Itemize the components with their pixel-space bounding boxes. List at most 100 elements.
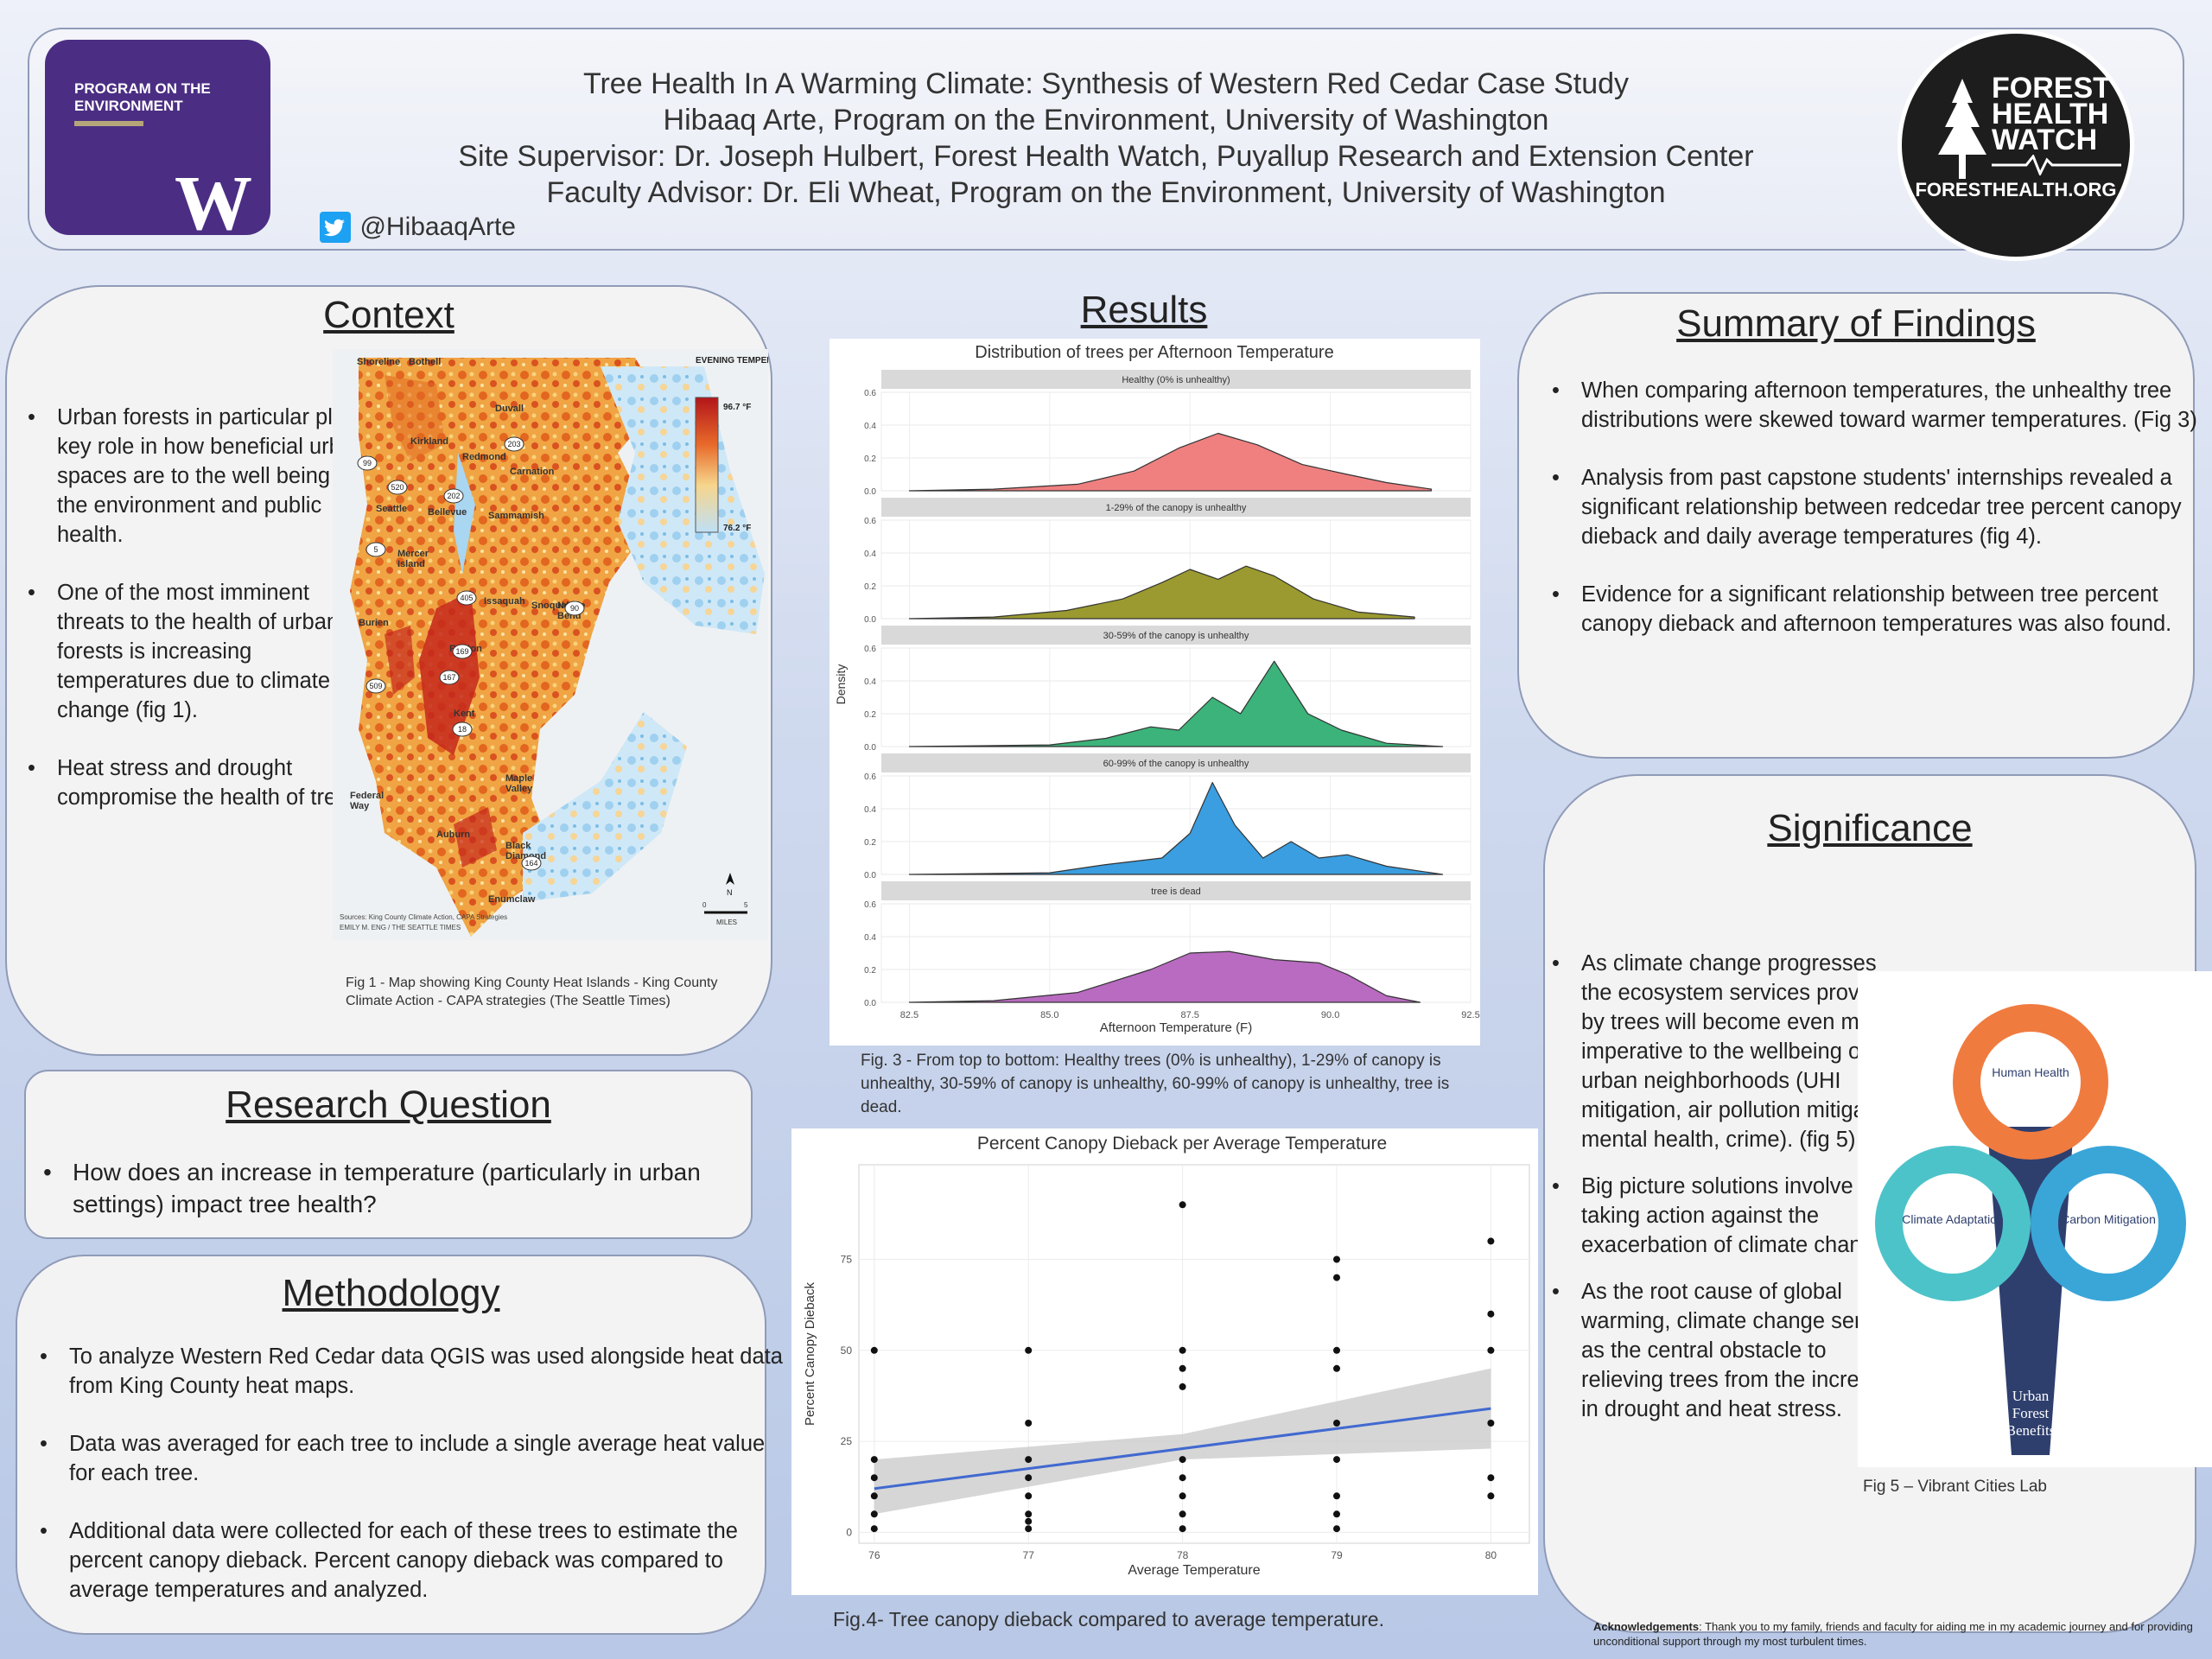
facet-label: 1-29% of the canopy is unhealthy bbox=[1106, 503, 1247, 513]
density-curve bbox=[908, 782, 1444, 875]
uw-logo: W bbox=[175, 161, 252, 246]
route-label: 5 bbox=[373, 545, 378, 554]
facet-strip bbox=[881, 753, 1471, 772]
significance-bullet: As the root cause of global warming, cli… bbox=[1552, 1277, 1908, 1424]
map-place-label: Enumclaw bbox=[488, 894, 536, 905]
fhw-logo-url: FORESTHEALTH.ORG bbox=[1915, 179, 2117, 200]
data-point bbox=[870, 1525, 878, 1533]
forest-health-watch-logo: FOREST HEALTH WATCH FORESTHEALTH.ORG bbox=[1897, 29, 2134, 261]
route-label: 99 bbox=[363, 459, 372, 467]
summary-bullet: Evidence for a significant relationship … bbox=[1552, 580, 2203, 639]
y-tick-label: 0.4 bbox=[864, 677, 876, 687]
map-place-part: Black bbox=[505, 841, 531, 851]
map-place-label: Shoreline bbox=[357, 357, 400, 367]
map-place-part: Mercer bbox=[397, 549, 429, 559]
x-axis-label: Average Temperature bbox=[1128, 1563, 1260, 1578]
research-heading: Research Question bbox=[226, 1084, 551, 1126]
context-bullet: Heat stress and drought compromise the h… bbox=[28, 753, 377, 812]
data-point bbox=[1179, 1492, 1186, 1500]
map-place-label: Mercer Island bbox=[397, 549, 429, 569]
route-shield-icon bbox=[452, 644, 473, 659]
methodology-bullet: Data was averaged for each tree to inclu… bbox=[40, 1429, 795, 1488]
significance-bullet: As climate change progresses the ecosyst… bbox=[1552, 949, 1908, 1154]
data-point bbox=[1025, 1420, 1033, 1427]
twitter-handle[interactable]: @HibaaqArte bbox=[320, 212, 516, 246]
facet-label: tree is dead bbox=[1151, 887, 1200, 897]
y-tick-label: 0.4 bbox=[864, 933, 876, 943]
y-tick-label: 0.6 bbox=[864, 900, 876, 910]
data-point bbox=[870, 1456, 878, 1464]
fhw-logo-line1: FOREST bbox=[1992, 72, 2111, 105]
map-scale-five: 5 bbox=[744, 901, 748, 909]
data-point bbox=[1179, 1201, 1186, 1209]
map-place-label: Kent bbox=[454, 709, 475, 719]
map-scale-label: MILES bbox=[716, 918, 737, 926]
map-place-part: Valley bbox=[505, 784, 533, 794]
diagram-right-ring bbox=[2031, 1146, 2186, 1301]
y-tick-label: 0.2 bbox=[864, 710, 876, 720]
route-label: 509 bbox=[369, 682, 382, 690]
y-axis-label: Percent Canopy Dieback bbox=[803, 1282, 817, 1426]
map-north: N bbox=[727, 888, 733, 897]
data-point bbox=[1333, 1255, 1340, 1263]
data-point bbox=[1179, 1456, 1186, 1464]
y-tick-label: 0.4 bbox=[864, 422, 876, 431]
y-tick-label: 0.0 bbox=[864, 487, 876, 497]
data-point bbox=[1025, 1492, 1033, 1500]
poster-title: Tree Health In A Warming Climate: Synthe… bbox=[582, 67, 1630, 100]
y-tick-label: 0.6 bbox=[864, 389, 876, 398]
diagram-top-label: Human Health bbox=[1992, 1065, 2069, 1079]
heat-map: EVENING TEMPERATURES (7-8 p.m.) 96.7 °F … bbox=[333, 349, 768, 940]
map-place-label: Kirkland bbox=[410, 436, 448, 447]
summary-bullet: When comparing afternoon temperatures, t… bbox=[1552, 376, 2203, 435]
map-place-part: Federal bbox=[350, 791, 384, 801]
poster-author: Hibaaq Arte, Program on the Environment,… bbox=[663, 104, 1549, 137]
route-label: 167 bbox=[442, 673, 455, 682]
facet-label: 60-99% of the canopy is unhealthy bbox=[1103, 759, 1249, 769]
diagram-top-ring bbox=[1953, 1004, 2108, 1160]
heartbeat-icon bbox=[1992, 155, 2121, 175]
diagram-stem-label: Urban Forest Benefits bbox=[2005, 1388, 2056, 1439]
map-legend-min: 76.2 °F bbox=[723, 524, 751, 533]
fig5-caption: Fig 5 – Vibrant Cities Lab bbox=[1863, 1478, 2047, 1496]
x-tick-label: 77 bbox=[1023, 1549, 1035, 1561]
x-axis-label: Afternoon Temperature (F) bbox=[1100, 1020, 1252, 1035]
regression-line bbox=[874, 1407, 1491, 1491]
route-label: 18 bbox=[458, 725, 467, 734]
twitter-handle-text: @HibaaqArte bbox=[359, 213, 516, 241]
map-place-label: Federal Way bbox=[350, 791, 384, 811]
route-shield-icon bbox=[365, 542, 386, 557]
data-point bbox=[1487, 1420, 1495, 1427]
y-tick-label: 0.0 bbox=[864, 871, 876, 880]
map-place-label: Redmond bbox=[462, 452, 506, 462]
data-point bbox=[1025, 1346, 1033, 1354]
route-shield-icon bbox=[387, 480, 408, 495]
diagram-left-label: Climate Adaptation bbox=[1902, 1212, 2004, 1226]
north-arrow-icon bbox=[726, 873, 734, 885]
context-heading: Context bbox=[323, 294, 454, 336]
facet-strip bbox=[881, 626, 1471, 645]
program-logo-bar bbox=[74, 121, 143, 126]
y-tick-label: 0.4 bbox=[864, 550, 876, 559]
data-point bbox=[1179, 1382, 1186, 1390]
facet-strip bbox=[881, 370, 1471, 389]
y-tick-label: 0.2 bbox=[864, 454, 876, 464]
map-place-label: Duvall bbox=[495, 404, 524, 414]
methodology-bullet: Additional data were collected for each … bbox=[40, 1516, 795, 1605]
route-label: 164 bbox=[524, 859, 537, 868]
heat-map-figure: EVENING TEMPERATURES (7-8 p.m.) 96.7 °F … bbox=[333, 349, 768, 940]
chart-title: Distribution of trees per Afternoon Temp… bbox=[975, 343, 1333, 362]
data-point bbox=[1487, 1474, 1495, 1482]
map-place-label: Issaquah bbox=[484, 596, 525, 607]
x-tick-label: 82.5 bbox=[900, 1010, 918, 1020]
y-tick-label: 0.0 bbox=[864, 743, 876, 753]
map-place-label: Carnation bbox=[510, 467, 555, 477]
y-tick-label: 75 bbox=[841, 1254, 853, 1266]
route-label: 202 bbox=[447, 492, 460, 500]
route-shield-icon bbox=[564, 601, 585, 616]
twitter-icon bbox=[320, 212, 351, 243]
map-place-label: Auburn bbox=[436, 830, 470, 840]
data-point bbox=[1179, 1510, 1186, 1518]
y-tick-label: 0.6 bbox=[864, 772, 876, 782]
route-shield-icon bbox=[357, 455, 378, 471]
